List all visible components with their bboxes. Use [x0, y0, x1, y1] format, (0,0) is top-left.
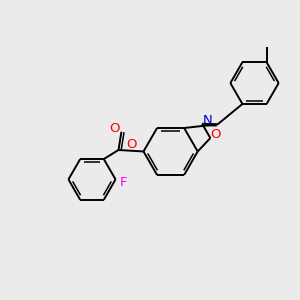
Text: O: O	[110, 122, 120, 135]
Text: O: O	[211, 128, 221, 141]
Text: N: N	[203, 114, 213, 127]
Text: O: O	[126, 138, 136, 151]
Text: F: F	[120, 176, 127, 189]
